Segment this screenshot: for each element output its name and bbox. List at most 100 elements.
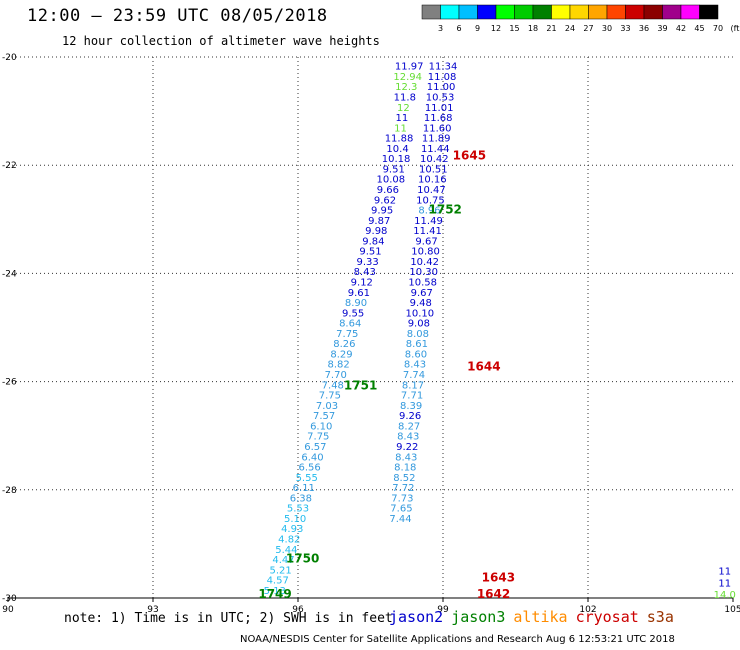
- wave-height-label: 8.39: [400, 401, 422, 412]
- pass-time-label: 1642: [477, 587, 510, 601]
- wave-height-label: 8.27: [398, 421, 420, 432]
- wave-height-label: 6.10: [310, 421, 332, 432]
- wave-height-label: 8.60: [405, 349, 427, 360]
- wave-height-label: 10.58: [408, 278, 437, 289]
- colorbar-swatch: [588, 4, 608, 20]
- wave-height-label: 9.26: [399, 411, 421, 422]
- wave-height-label: 11: [394, 123, 407, 134]
- wave-height-label: 7.75: [319, 391, 341, 402]
- wave-height-label: 8.90: [345, 298, 367, 309]
- wave-height-label: 6.57: [304, 442, 326, 453]
- wave-height-label: 10.18: [382, 154, 411, 165]
- colorbar-swatch: [532, 4, 552, 20]
- wave-height-label: 8.61: [406, 339, 428, 350]
- x-tick-label: 99: [437, 605, 449, 615]
- wave-height-label: 8.82: [327, 360, 349, 371]
- wave-height-label: 5.21: [269, 565, 291, 576]
- colorbar-swatch: [569, 4, 589, 20]
- wave-height-label: 11.89: [422, 134, 451, 145]
- wave-height-label: 7.70: [325, 370, 347, 381]
- wave-height-label: 4.47: [272, 555, 294, 566]
- wave-height-label: 6.11: [293, 483, 315, 494]
- wave-height-label: 7.57: [313, 411, 335, 422]
- colorbar-swatch: [458, 4, 478, 20]
- pass-time-label: 1643: [482, 570, 515, 584]
- wave-height-label: 6.56: [298, 463, 320, 474]
- wave-height-label: 11.8: [394, 92, 416, 103]
- colorbar-swatch: [551, 4, 571, 20]
- wave-height-label: 7.48: [322, 380, 344, 391]
- wave-height-label: 11.49: [414, 216, 443, 227]
- pass-time-label: 1644: [467, 359, 500, 373]
- wave-height-label: 7.65: [390, 504, 412, 515]
- wave-height-label: 8.26: [333, 339, 355, 350]
- wave-height-label: 8.43: [354, 267, 376, 278]
- wave-height-label: 11.60: [423, 123, 452, 134]
- wave-height-label: 9.48: [410, 298, 432, 309]
- legend-jason3: jason3: [451, 608, 506, 626]
- wave-height-label: 4.82: [278, 534, 300, 545]
- wave-height-label: 7.72: [392, 483, 414, 494]
- pass-time-label: 1645: [453, 148, 486, 162]
- colorbar-swatch: [662, 4, 682, 20]
- footer-credit: NOAA/NESDIS Center for Satellite Applica…: [240, 634, 675, 645]
- x-tick-label: 105: [724, 605, 740, 615]
- wave-height-label: 8.64: [339, 319, 361, 330]
- wave-height-label: 4.57: [267, 576, 289, 587]
- satellite-legend: jason2 jason3 altika cryosat s3a: [389, 608, 682, 626]
- wave-height-label: 9.08: [408, 319, 430, 330]
- wave-height-label: 8.96: [418, 206, 440, 217]
- wave-height-label: 9.62: [374, 195, 396, 206]
- colorbar-label: (ft): [730, 24, 740, 33]
- colorbar-label: 15: [509, 24, 519, 33]
- y-tick-label: -20: [2, 53, 17, 63]
- wave-height-label: 9.84: [362, 236, 384, 247]
- colorbar-label: 9: [475, 24, 480, 33]
- y-tick-label: -24: [2, 269, 17, 279]
- wave-height-label: 10.42: [420, 154, 449, 165]
- colorbar-label: 33: [620, 24, 630, 33]
- wave-height-label: 8.17: [402, 380, 424, 391]
- wave-height-label: 8.52: [393, 473, 415, 484]
- wave-height-label: 10.4: [386, 144, 408, 155]
- wave-height-label: 10.16: [418, 175, 447, 186]
- colorbar-swatch: [643, 4, 663, 20]
- colorbar-swatch: [421, 4, 441, 20]
- wave-height-label: 9.66: [377, 185, 399, 196]
- colorbar-swatch: [625, 4, 645, 20]
- wave-height-label: 9.95: [371, 206, 393, 217]
- colorbar-label: 18: [528, 24, 538, 33]
- colorbar-label: 39: [657, 24, 667, 33]
- legend-cryosat: cryosat: [575, 608, 639, 626]
- wave-height-label: 8.29: [330, 349, 352, 360]
- colorbar-label: 70: [713, 24, 723, 33]
- wave-height-label: 12.3: [395, 82, 417, 93]
- wave-height-label: 11.68: [424, 113, 453, 124]
- legend-jason2: jason2: [389, 608, 444, 626]
- wave-height-label: 8.43: [395, 452, 417, 463]
- wave-height-label: 7.03: [316, 401, 338, 412]
- wave-height-label: 6.40: [301, 452, 323, 463]
- wave-height-label: 9.51: [359, 247, 381, 258]
- wave-height-label: 5.13: [264, 586, 286, 597]
- wave-height-label: 14.0: [714, 590, 736, 601]
- wave-height-label: 6.38: [290, 493, 312, 504]
- wave-height-label: 11: [396, 113, 409, 124]
- chart-subtitle: 12 hour collection of altimeter wave hei…: [62, 34, 380, 48]
- wave-height-label: 11: [718, 578, 731, 589]
- wave-height-label: 11.01: [425, 103, 454, 114]
- wave-height-label: 7.74: [403, 370, 425, 381]
- colorbar-swatch: [477, 4, 497, 20]
- wave-height-label: 11.08: [428, 72, 457, 83]
- wave-height-label: 5.53: [287, 504, 309, 515]
- wave-height-label: 9.67: [411, 288, 433, 299]
- wave-height-label: 11.97: [395, 62, 424, 73]
- wave-height-label: 7.71: [401, 391, 423, 402]
- wave-height-label: 9.22: [396, 442, 418, 453]
- x-tick-label: 102: [579, 605, 596, 615]
- pass-time-label: 1751: [344, 378, 377, 392]
- colorbar-swatch: [514, 4, 534, 20]
- wave-height-label: 5.55: [296, 473, 318, 484]
- colorbar-swatch: [606, 4, 626, 20]
